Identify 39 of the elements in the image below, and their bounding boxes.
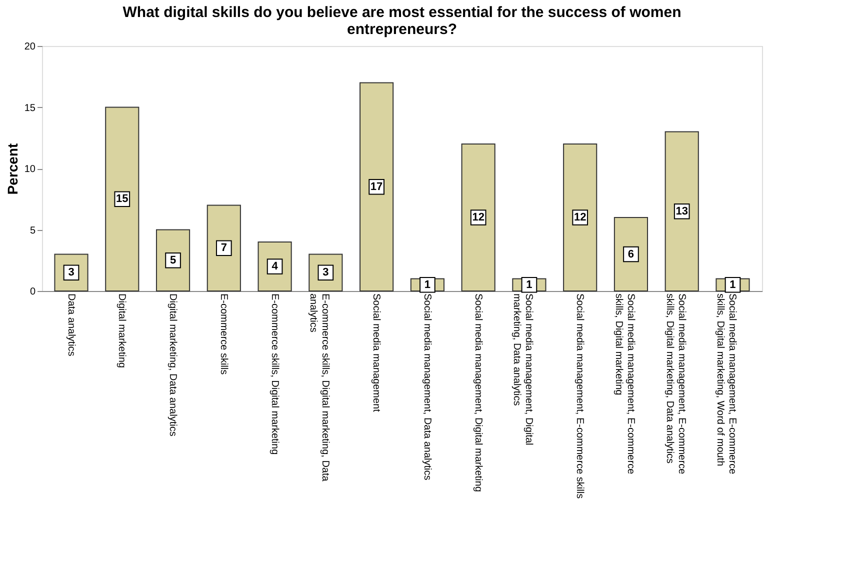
- y-axis-title: Percent: [4, 142, 20, 195]
- x-tick-label: Digital marketing, Data analytics: [167, 294, 178, 436]
- data-label: 1: [730, 278, 736, 291]
- data-label: 5: [170, 254, 176, 266]
- data-label: 3: [68, 266, 74, 279]
- y-tick-label: 15: [24, 102, 36, 114]
- data-label: 1: [424, 278, 431, 291]
- bar: [206, 204, 241, 292]
- x-tick-label: E-commerce skills, Digital marketing, Data analytics: [308, 294, 331, 482]
- bar: [105, 106, 140, 292]
- bar: [614, 217, 648, 292]
- x-tick-label: Social media management: [370, 294, 382, 412]
- data-label: 12: [472, 212, 484, 224]
- data-label: 12: [574, 212, 586, 224]
- data-label: 7: [220, 242, 227, 254]
- data-label: 4: [272, 260, 279, 272]
- chart-title: What digital skills do you believe are most essential for the success of women entrepreneurs?: [122, 4, 682, 38]
- y-tick-label: 5: [30, 225, 36, 236]
- data-label: 3: [322, 266, 329, 279]
- x-tick-label: Social media management, Data analytics: [421, 294, 432, 480]
- y-tick-label: 0: [30, 286, 36, 298]
- x-tick-label: Social media management, E-commerce skills: [574, 294, 586, 499]
- x-tick-label: Social media management, Digital marketing: [472, 294, 484, 492]
- data-label: 1: [526, 278, 532, 291]
- data-label: 15: [116, 193, 128, 206]
- bar: [563, 144, 598, 292]
- bar: [461, 144, 496, 292]
- y-tick-label: 10: [24, 164, 36, 175]
- x-tick-label: E-commerce skills, Digital marketing: [268, 294, 280, 455]
- x-tick-label: Social media management, Digital marketing, Data analytics: [511, 294, 534, 446]
- x-tick-label: Data analytics: [65, 294, 76, 356]
- x-tick-label: Digital marketing: [116, 294, 128, 368]
- y-tick-label: 20: [24, 42, 36, 52]
- data-label: 13: [676, 205, 688, 218]
- bar: [664, 131, 699, 292]
- data-label: 6: [628, 248, 634, 260]
- data-label: 17: [370, 180, 383, 193]
- bar: [360, 82, 394, 292]
- x-tick-label: E-commerce skills: [218, 294, 229, 375]
